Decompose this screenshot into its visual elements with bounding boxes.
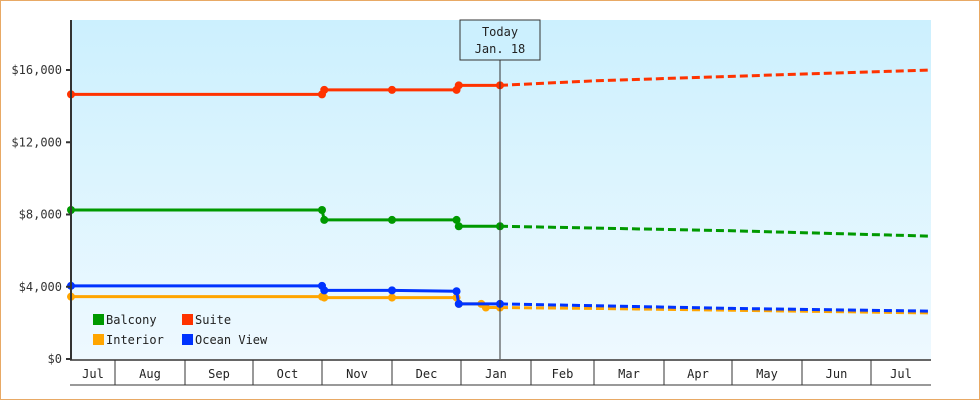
month-label: May [756, 367, 778, 381]
y-tick-label: $16,000 [11, 63, 62, 77]
legend-swatch [93, 314, 104, 325]
y-axis-ticks: $0 $4,000 $8,000 $12,000 $16,000 [11, 63, 71, 366]
y-tick-label: $4,000 [19, 280, 62, 294]
legend-swatch [93, 334, 104, 345]
legend-swatch [182, 334, 193, 345]
data-point[interactable] [454, 299, 463, 308]
data-point[interactable] [320, 85, 329, 94]
legend-swatch [182, 314, 193, 325]
data-point[interactable] [452, 287, 461, 296]
y-tick-label: $8,000 [19, 208, 62, 222]
data-point[interactable] [481, 303, 490, 312]
x-axis-months: Jul Aug Sep Oct Nov Dec Jan Feb Mar Apr May Jun Jul [82, 360, 912, 385]
legend-item-ocean-view[interactable]: Ocean View [182, 333, 268, 347]
series-ocean-view [67, 281, 932, 313]
month-label: Feb [552, 367, 574, 381]
month-label: Jul [82, 367, 104, 381]
legend: Balcony Suite Interior Ocean View [93, 313, 268, 347]
legend-label: Ocean View [195, 333, 268, 347]
data-point[interactable] [454, 222, 463, 231]
month-label: Jan [485, 367, 507, 381]
legend-item-interior[interactable]: Interior [93, 333, 164, 347]
legend-item-balcony[interactable]: Balcony [93, 313, 157, 327]
y-tick-label: $12,000 [11, 135, 62, 149]
data-point[interactable] [454, 81, 463, 90]
series-layer [67, 68, 932, 315]
data-point[interactable] [320, 293, 329, 302]
data-point[interactable] [388, 85, 396, 94]
legend-label: Interior [106, 333, 164, 347]
today-marker: Today Jan. 18 [459, 19, 541, 359]
month-label: Mar [618, 367, 640, 381]
month-label: Sep [208, 367, 230, 381]
y-tick-label: $0 [48, 352, 62, 366]
legend-item-suite[interactable]: Suite [182, 313, 231, 327]
series-balcony [67, 205, 932, 238]
month-label: Apr [687, 367, 709, 381]
today-date: Jan. 18 [475, 42, 526, 56]
month-label: Nov [346, 367, 368, 381]
data-point[interactable] [388, 215, 396, 224]
data-point[interactable] [320, 215, 329, 224]
month-label: Aug [139, 367, 161, 381]
data-point[interactable] [452, 215, 461, 224]
data-point[interactable] [318, 205, 326, 214]
today-label: Today [482, 25, 518, 39]
legend-label: Balcony [106, 313, 157, 327]
month-label: Oct [277, 367, 299, 381]
month-label: Jun [826, 367, 848, 381]
month-label: Dec [416, 367, 438, 381]
month-label: Jul [890, 367, 912, 381]
data-point[interactable] [320, 286, 329, 295]
data-point[interactable] [388, 286, 396, 295]
legend-label: Suite [195, 313, 231, 327]
data-point[interactable] [388, 293, 396, 302]
